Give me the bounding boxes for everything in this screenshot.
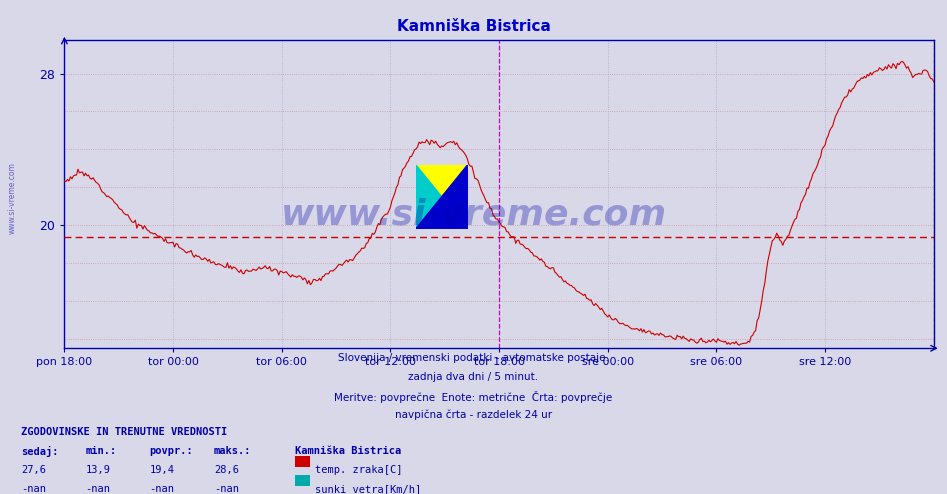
Text: www.si-vreme.com: www.si-vreme.com <box>280 198 667 232</box>
Text: min.:: min.: <box>85 446 116 456</box>
Text: -nan: -nan <box>150 484 174 494</box>
Text: www.si-vreme.com: www.si-vreme.com <box>8 162 17 234</box>
Text: ZGODOVINSKE IN TRENUTNE VREDNOSTI: ZGODOVINSKE IN TRENUTNE VREDNOSTI <box>21 427 227 437</box>
Text: -nan: -nan <box>85 484 110 494</box>
Text: navpična črta - razdelek 24 ur: navpična črta - razdelek 24 ur <box>395 410 552 420</box>
Text: Kamniška Bistrica: Kamniška Bistrica <box>397 19 550 34</box>
Polygon shape <box>416 165 468 229</box>
Text: temp. zraka[C]: temp. zraka[C] <box>315 465 402 475</box>
Text: Slovenija / vremenski podatki - avtomatske postaje.: Slovenija / vremenski podatki - avtomats… <box>338 353 609 363</box>
Text: 19,4: 19,4 <box>150 465 174 475</box>
Text: sedaj:: sedaj: <box>21 446 59 457</box>
Text: 27,6: 27,6 <box>21 465 45 475</box>
Text: -nan: -nan <box>21 484 45 494</box>
Text: -nan: -nan <box>214 484 239 494</box>
Text: Meritve: povprečne  Enote: metrične  Črta: povprečje: Meritve: povprečne Enote: metrične Črta:… <box>334 391 613 403</box>
Text: povpr.:: povpr.: <box>150 446 193 456</box>
Text: 28,6: 28,6 <box>214 465 239 475</box>
Text: sunki vetra[Km/h]: sunki vetra[Km/h] <box>315 484 421 494</box>
Text: zadnja dva dni / 5 minut.: zadnja dva dni / 5 minut. <box>408 372 539 382</box>
Text: 13,9: 13,9 <box>85 465 110 475</box>
Polygon shape <box>416 165 468 229</box>
Text: Kamniška Bistrica: Kamniška Bistrica <box>295 446 401 456</box>
Text: maks.:: maks.: <box>214 446 252 456</box>
Polygon shape <box>416 165 468 229</box>
